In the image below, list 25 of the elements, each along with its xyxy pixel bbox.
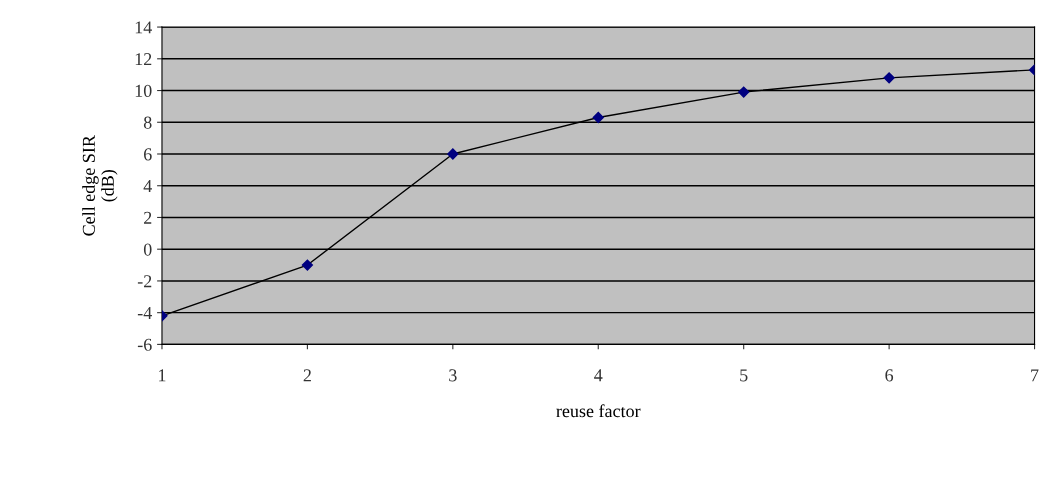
y-tick-label: 12 [135,53,152,66]
y-tick-label: -6 [137,338,152,351]
y-tick-label: 6 [144,148,152,161]
point [447,148,459,160]
point [883,72,895,84]
x-tick-label: 6 [885,369,894,382]
y-tick-label: 14 [135,21,152,34]
x-tick-label: 2 [303,369,311,382]
y-axis-title: Cell edge SIR (dB) [82,135,118,236]
y-tick-label: 0 [143,243,152,256]
point [738,86,750,98]
y-tick-label: 4 [143,180,152,192]
x-tick-label: 7 [1031,369,1039,382]
y-tick-label: 8 [143,116,152,129]
x-tick-label: 5 [740,369,748,382]
y-tick-label: 2 [144,211,152,224]
x-axis-title: reuse factor [556,404,641,418]
y-tick-label: -2 [137,275,152,288]
x-tick-label: 1 [159,369,166,382]
x-tick-label: 3 [449,369,457,382]
y-tick-label: -4 [137,307,152,319]
y-tick-label: 10 [135,84,152,97]
x-tick-label: 4 [594,369,603,382]
point [592,111,604,124]
point [301,259,314,271]
